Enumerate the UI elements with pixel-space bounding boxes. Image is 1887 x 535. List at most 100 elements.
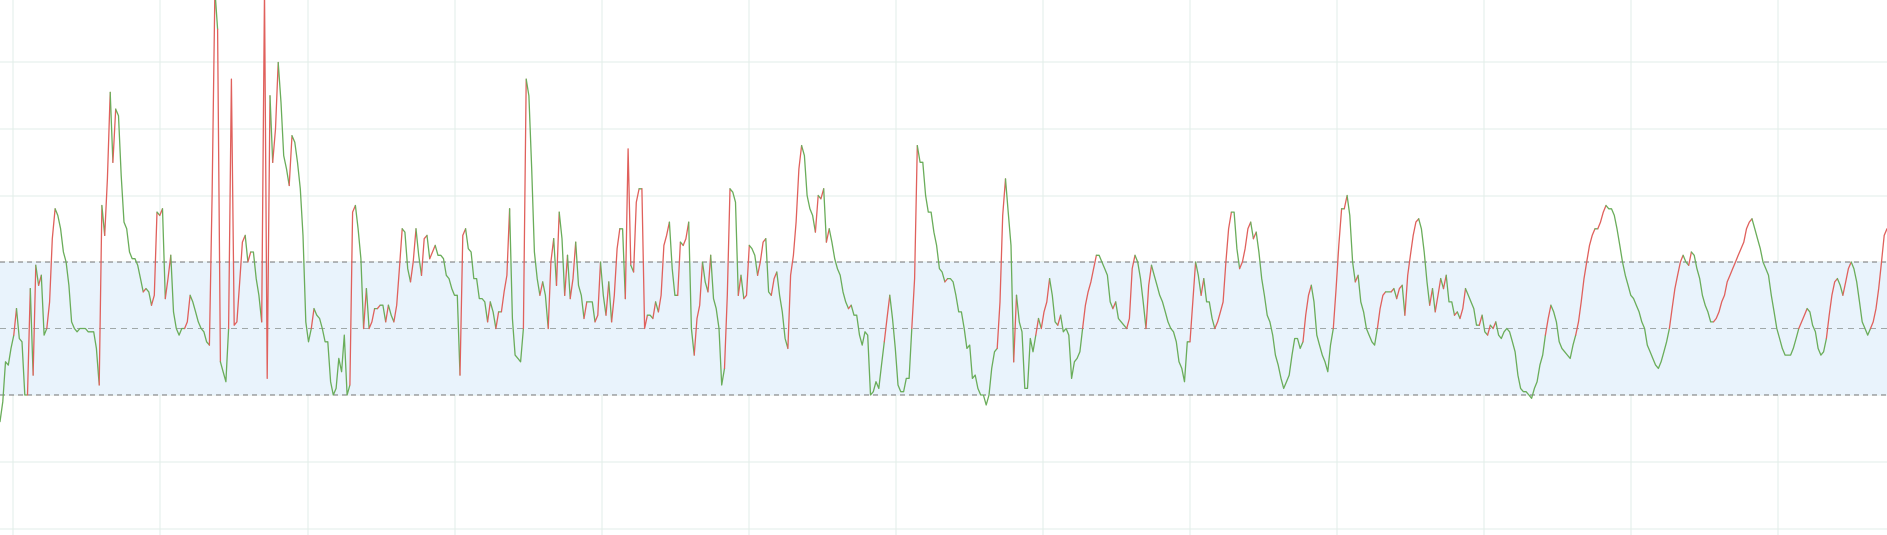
series-segment-8 (40, 274, 48, 336)
series-segment-13 (104, 91, 111, 237)
series-segment-27 (208, 0, 216, 346)
series-segment-131 (944, 277, 949, 283)
series-segment-118 (800, 144, 817, 233)
series-segment-158 (1250, 221, 1255, 240)
series-segment-28 (214, 0, 219, 30)
series-segment-163 (1332, 208, 1343, 330)
series-segment-15 (112, 108, 117, 163)
series-segment-4 (29, 287, 34, 376)
series-segment-106 (710, 254, 726, 386)
series-segment-127 (883, 294, 891, 343)
series-segment-149 (1145, 264, 1153, 330)
series-segment-111 (743, 244, 750, 300)
series-segment-24 (170, 254, 186, 336)
series-segment-209 (1842, 261, 1852, 296)
series-segment-98 (668, 221, 679, 296)
series-segment-84 (599, 261, 607, 316)
series-segment-23 (164, 254, 172, 300)
series-segment-81 (583, 301, 588, 320)
series-segment-68 (508, 208, 525, 363)
series-segment-50 (379, 304, 387, 323)
series-segment-191 (1492, 321, 1497, 330)
series-segment-124 (828, 228, 850, 310)
series-segment-37 (272, 61, 279, 163)
series-segment-116 (776, 271, 789, 350)
series-segment-130 (916, 144, 946, 283)
series-segment-59 (429, 244, 436, 260)
series-segment-57 (420, 234, 428, 276)
series-segment-40 (291, 135, 312, 343)
series-segment-179 (1434, 277, 1442, 313)
series-segment-203 (1712, 218, 1753, 323)
series-segment-61 (459, 228, 467, 376)
series-segment-79 (569, 241, 577, 300)
series-segment-87 (610, 228, 621, 323)
series-segment-147 (1126, 254, 1136, 330)
series-segment-176 (1418, 218, 1431, 306)
series-segment-74 (553, 238, 558, 286)
series-segment-122 (823, 188, 828, 243)
series-segment-102 (688, 221, 695, 356)
series-segment-206 (1806, 307, 1828, 356)
series-segment-198 (1605, 204, 1671, 370)
series-segment-47 (368, 307, 376, 330)
series-segment-49 (376, 304, 381, 310)
series-segment-133 (996, 178, 1007, 350)
series-segment-71 (539, 281, 544, 296)
series-segment-73 (547, 238, 555, 330)
series-segment-115 (770, 271, 778, 296)
series-segment-19 (150, 211, 158, 306)
series-segment-112 (748, 244, 759, 276)
series-segment-41 (310, 307, 315, 330)
series-segment-80 (575, 241, 585, 320)
series-segment-174 (1401, 284, 1406, 316)
series-segment-6 (35, 264, 40, 286)
series-segment-141 (1057, 314, 1062, 326)
series-segment-128 (889, 294, 913, 393)
series-segment-96 (654, 301, 660, 313)
series-segment-52 (387, 304, 395, 323)
series-segment-95 (652, 301, 657, 320)
series-segment-188 (1481, 314, 1489, 336)
series-segment-165 (1343, 194, 1348, 210)
series-segment-32 (244, 234, 249, 263)
band-fill (0, 262, 1887, 395)
series-segment-162 (1310, 284, 1334, 373)
series-segment-99 (677, 241, 682, 296)
series-segment-107 (723, 188, 731, 370)
series-segment-134 (1004, 178, 1015, 363)
series-segment-192 (1495, 321, 1547, 399)
series-segment-86 (608, 281, 613, 323)
series-segment-205 (1798, 307, 1808, 330)
series-segment-202 (1690, 251, 1715, 323)
series-segment-178 (1431, 287, 1436, 313)
series-segment-137 (1035, 317, 1040, 336)
series-segment-72 (542, 281, 549, 330)
series-segment-101 (682, 221, 690, 247)
series-segment-67 (500, 208, 511, 313)
series-segment-151 (1189, 261, 1197, 343)
series-segment-75 (555, 211, 560, 286)
series-segment-63 (486, 301, 491, 323)
series-segment-117 (787, 144, 803, 350)
series-segment-208 (1836, 277, 1844, 296)
series-segment-153 (1200, 277, 1205, 296)
series-segment-135 (1013, 294, 1018, 363)
series-segment-114 (765, 238, 772, 296)
series-segment-140 (1048, 277, 1059, 326)
series-segment-46 (365, 287, 370, 330)
series-segment-31 (227, 78, 246, 330)
series-segment-33 (247, 251, 252, 263)
series-segment-180 (1440, 277, 1445, 290)
series-segment-5 (32, 264, 37, 376)
series-segment-25 (183, 294, 191, 330)
series-segment-103 (693, 261, 704, 356)
series-segment-38 (277, 61, 290, 187)
series-segment-139 (1040, 277, 1051, 330)
series-segment-94 (646, 314, 654, 320)
series-segment-184 (1456, 311, 1461, 320)
series-segment-104 (701, 261, 709, 293)
series-segment-11 (98, 204, 103, 386)
